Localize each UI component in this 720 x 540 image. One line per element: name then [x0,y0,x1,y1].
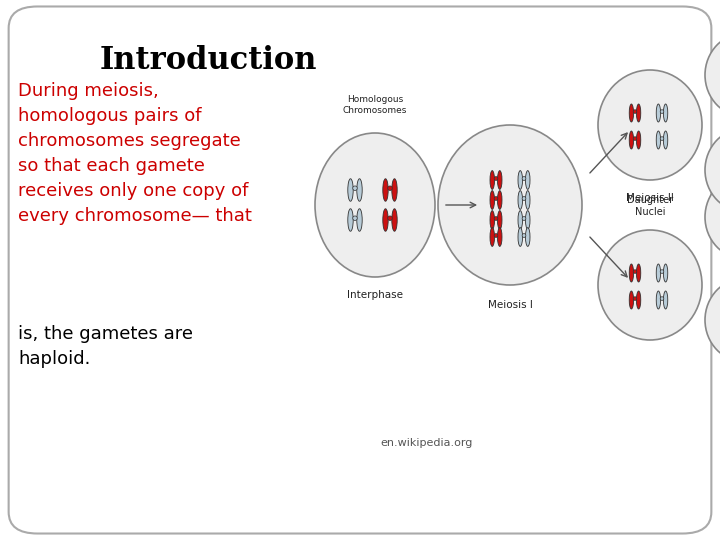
Ellipse shape [490,171,495,190]
Ellipse shape [526,171,530,190]
Ellipse shape [383,179,388,201]
Ellipse shape [598,230,702,340]
Text: Meiosis I: Meiosis I [487,300,532,310]
Ellipse shape [526,228,530,246]
Text: During meiosis,
homologous pairs of
chromosomes segregate
so that each gamete
re: During meiosis, homologous pairs of chro… [18,82,252,225]
Ellipse shape [438,125,582,285]
Ellipse shape [636,104,641,122]
Ellipse shape [522,217,526,220]
Ellipse shape [656,131,660,149]
Ellipse shape [629,104,634,122]
Ellipse shape [518,191,523,210]
Ellipse shape [705,33,720,117]
Ellipse shape [705,128,720,212]
Ellipse shape [490,228,495,246]
Ellipse shape [498,171,502,190]
Ellipse shape [498,191,502,210]
Text: en.wikipedia.org: en.wikipedia.org [380,438,472,448]
Ellipse shape [392,179,397,201]
Ellipse shape [526,191,530,210]
Ellipse shape [656,104,660,122]
Text: Daughter
Nuclei: Daughter Nuclei [627,194,673,217]
Ellipse shape [660,110,664,113]
Ellipse shape [636,291,641,309]
Ellipse shape [705,175,720,259]
Ellipse shape [494,217,498,220]
Ellipse shape [636,131,641,149]
Ellipse shape [348,209,354,231]
Ellipse shape [663,291,667,309]
Ellipse shape [633,137,636,140]
Ellipse shape [388,216,392,220]
Text: Introduction: Introduction [100,45,318,76]
Ellipse shape [660,270,664,273]
Ellipse shape [629,291,634,309]
Ellipse shape [494,197,498,200]
Ellipse shape [353,186,357,191]
Ellipse shape [522,177,526,180]
Ellipse shape [660,297,664,300]
Ellipse shape [656,264,660,282]
Ellipse shape [383,209,388,231]
Ellipse shape [660,137,664,140]
Ellipse shape [663,264,667,282]
Ellipse shape [348,179,354,201]
Ellipse shape [629,264,634,282]
Ellipse shape [522,234,526,238]
Ellipse shape [663,104,667,122]
Text: Homologous
Chromosomes: Homologous Chromosomes [343,95,408,115]
Ellipse shape [633,297,636,300]
Ellipse shape [392,209,397,231]
Ellipse shape [598,70,702,180]
Ellipse shape [633,270,636,273]
Ellipse shape [656,291,660,309]
Ellipse shape [498,211,502,229]
Ellipse shape [357,179,362,201]
Ellipse shape [518,171,523,190]
Ellipse shape [526,211,530,229]
Ellipse shape [490,211,495,229]
Ellipse shape [663,131,667,149]
Text: Meiosis II: Meiosis II [626,193,674,203]
Ellipse shape [490,191,495,210]
Ellipse shape [388,186,392,191]
Ellipse shape [518,228,523,246]
Ellipse shape [522,197,526,200]
Ellipse shape [629,131,634,149]
Ellipse shape [636,264,641,282]
Ellipse shape [494,177,498,180]
Ellipse shape [494,234,498,238]
Text: Interphase: Interphase [347,290,403,300]
Ellipse shape [498,228,502,246]
Ellipse shape [353,216,357,220]
Ellipse shape [705,278,720,362]
Ellipse shape [518,211,523,229]
Ellipse shape [633,110,636,113]
Text: is, the gametes are
haploid.: is, the gametes are haploid. [18,325,193,368]
Ellipse shape [315,133,435,277]
Ellipse shape [357,209,362,231]
